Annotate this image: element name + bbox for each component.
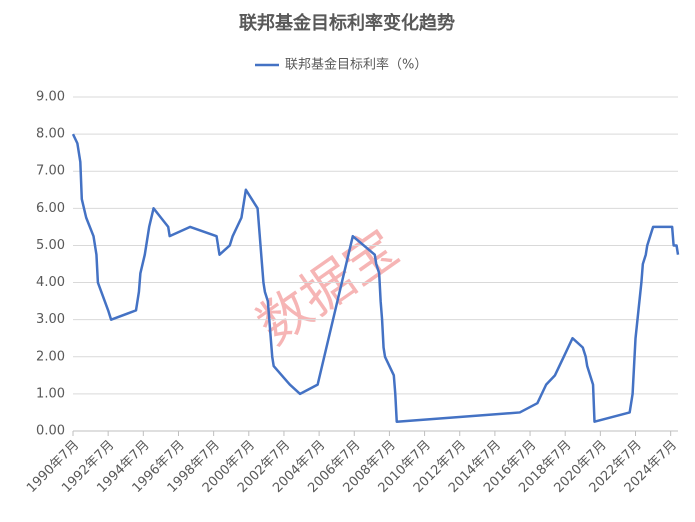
series-line <box>71 133 680 423</box>
legend-label: 联邦基金目标利率（%） <box>285 57 427 73</box>
y-tick-label: 7.00 <box>36 164 65 179</box>
y-tick-label: 8.00 <box>36 127 65 142</box>
y-tick-label: 2.00 <box>36 349 65 364</box>
y-tick-label: 6.00 <box>36 201 65 216</box>
y-tick-label: 1.00 <box>36 386 65 401</box>
y-tick-label: 5.00 <box>36 238 65 253</box>
y-tick-label: 0.00 <box>36 424 65 439</box>
chart-title: 联邦基金目标利率变化趋势 <box>239 12 455 34</box>
y-tick-label: 3.00 <box>36 312 65 327</box>
y-tick-label: 9.00 <box>36 90 65 105</box>
y-tick-label: 4.00 <box>36 275 65 290</box>
